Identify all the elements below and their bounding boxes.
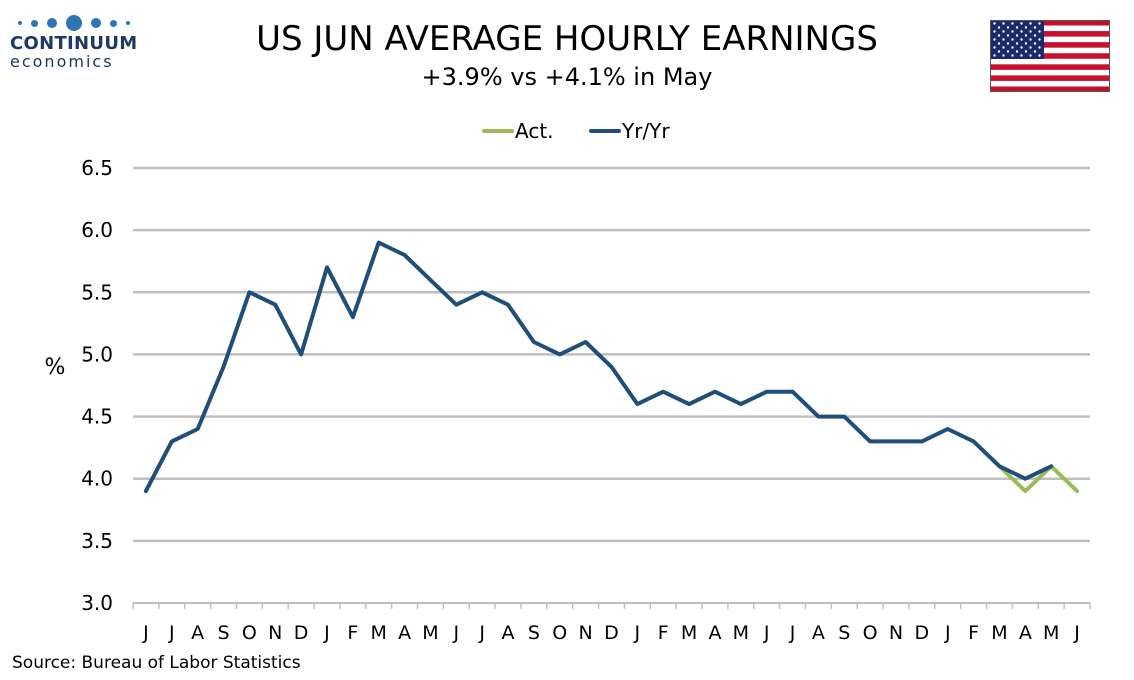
source-note: Source: Bureau of Labor Statistics (12, 653, 301, 673)
y-tick-label: 3.5 (81, 529, 113, 553)
logo-subname: economics (10, 52, 114, 71)
x-tick-label: M (733, 622, 749, 644)
x-tick-label: N (268, 622, 282, 644)
chart-title: US JUN AVERAGE HOURLY EARNINGS (256, 19, 878, 59)
x-tick-label: A (708, 622, 721, 644)
x-tick-label: J (478, 622, 485, 644)
y-tick-label: 4.5 (81, 405, 113, 429)
x-tick-label: A (812, 622, 825, 644)
x-tick-label: O (552, 622, 567, 644)
x-tick-label: J (634, 622, 641, 644)
continuum-logo: CONTINUUM economics (10, 14, 138, 76)
x-tick-label: J (142, 622, 149, 644)
logo-dots-icon (18, 14, 135, 32)
x-tick-label: F (347, 622, 358, 644)
x-tick-label: J (1073, 622, 1080, 644)
us-flag-icon (990, 20, 1110, 92)
x-tick-label: J (168, 622, 175, 644)
x-tick-label: S (838, 622, 850, 644)
x-tick-label: A (1019, 622, 1032, 644)
x-tick-label: J (453, 622, 460, 644)
y-tick-label: 6.5 (81, 156, 113, 180)
x-tick-label: M (371, 622, 387, 644)
x-tick-label: F (658, 622, 669, 644)
x-tick-label: S (528, 622, 540, 644)
x-tick-label: J (763, 622, 770, 644)
x-tick-label: O (242, 622, 257, 644)
y-tick-label: 3.0 (81, 591, 113, 615)
chart-subtitle: +3.9% vs +4.1% in May (421, 63, 713, 91)
x-tick-label: O (863, 622, 878, 644)
legend-label-yr-yr: Yr/Yr (621, 119, 670, 143)
legend-label-act: Act. (515, 119, 554, 143)
series-line-yr-yr (143, 240, 1054, 494)
y-tick-label: 4.0 (81, 467, 113, 491)
x-tick-label: A (191, 622, 204, 644)
y-tick-label: 6.0 (81, 218, 113, 242)
x-tick-label: J (323, 622, 330, 644)
x-tick-label: J (944, 622, 951, 644)
x-tick-label: D (604, 622, 619, 644)
logo-name: CONTINUUM (10, 33, 138, 54)
x-tick-label: M (1043, 622, 1059, 644)
y-axis-label: % (45, 355, 66, 380)
y-tick-label: 5.5 (81, 280, 113, 304)
x-tick-label: M (991, 622, 1007, 644)
x-tick-label: N (889, 622, 903, 644)
x-tick-label: J (789, 622, 796, 644)
x-tick-label: N (579, 622, 593, 644)
series-line-act (997, 464, 1080, 494)
x-tick-label: D (294, 622, 309, 644)
x-tick-label: F (968, 622, 979, 644)
x-tick-label: M (681, 622, 697, 644)
x-tick-label: A (398, 622, 411, 644)
x-tick-label: M (422, 622, 438, 644)
x-tick-label: A (502, 622, 515, 644)
y-tick-label: 5.0 (81, 342, 113, 366)
x-tick-label: D (915, 622, 930, 644)
x-tick-label: S (217, 622, 229, 644)
